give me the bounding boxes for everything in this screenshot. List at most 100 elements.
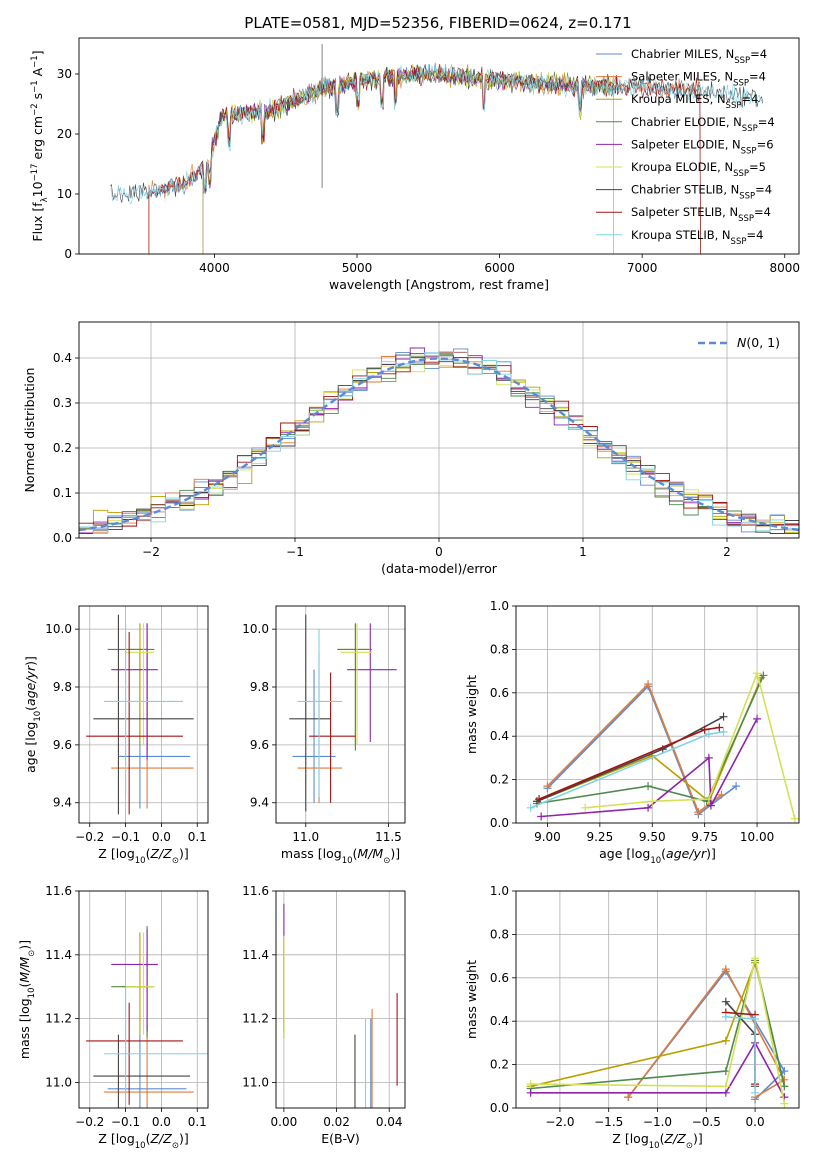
line-chabrier-elodie: [536, 675, 765, 805]
plot-area: [289, 614, 397, 812]
y-tick-label: 9.6: [250, 738, 269, 752]
plot-area: [86, 614, 194, 815]
legend-label-kroupa-elodie: Kroupa ELODIE, NSSP=5: [631, 160, 766, 179]
axes-frame: [275, 890, 406, 1109]
legend-label-salpeter-miles: Salpeter MILES, NSSP=4: [631, 70, 766, 89]
x-tick-label: 0.0: [152, 1115, 171, 1129]
legend-label-kroupa-miles: Kroupa MILES, NSSP=4: [631, 92, 758, 111]
x-axis-label: mass [log10(M/M⊙)]: [281, 846, 400, 866]
legend-label-salpeter-elodie: Salpeter ELODIE, NSSP=6: [631, 137, 774, 156]
y-tick-label: 0.2: [53, 441, 72, 455]
marker-kroupa-miles: [721, 1036, 730, 1045]
panel-spectrum: 4000 5000 6000 7000 8000 0 10 20 30 wavelength [A…: [30, 37, 800, 292]
y-tick-label: 9.8: [53, 680, 72, 694]
panel-age_vs_mass: 11.0 11.5 9.4 9.6 9.8 10.0 mass [log10(M/M⊙)]: [242, 605, 406, 866]
y-tick-label: 0.6: [490, 971, 509, 985]
axes-frame: [78, 605, 209, 824]
marker-chabrier-stelib: [721, 997, 730, 1006]
x-tick-label: 0.02: [323, 1115, 350, 1129]
x-axis-label: wavelength [Angstrom, rest frame]: [329, 277, 549, 292]
line-salpeter-miles: [546, 682, 722, 814]
y-axis-label: Normed distribution: [22, 368, 37, 493]
x-axis-label: E(B-V): [321, 1131, 360, 1146]
x-tick-label: 6000: [484, 261, 515, 275]
marker-salpeter-elodie: [644, 803, 653, 812]
x-axis-label: Z [log10(Z/Z⊙)]: [612, 1131, 702, 1151]
line-chabrier-elodie: [530, 960, 786, 1090]
spectrum-kroupa-stelib: [110, 63, 764, 205]
marker-salpeter-miles: [543, 782, 552, 791]
spectrum-chabrier-miles: [148, 62, 701, 254]
marker-kroupa-stelib: [526, 803, 535, 812]
marker-salpeter-miles: [717, 790, 726, 799]
x-tick-label: 2: [723, 545, 731, 559]
marker-kroupa-stelib: [751, 1088, 760, 1097]
y-tick-label: 0.4: [53, 351, 72, 365]
y-tick-label: 1.0: [490, 599, 509, 613]
marker-salpeter-miles: [644, 680, 653, 689]
x-tick-label: 8000: [769, 261, 800, 275]
panel-weight_vs_Z: −2.0 −1.5 −1.0 −0.5 0.0 0.0 0.2 0.4 0.6 0.8 1.0 Z […: [464, 884, 800, 1151]
plot-area: [526, 954, 789, 1108]
x-tick-label: 0.04: [376, 1115, 403, 1129]
marker-chabrier-stelib: [719, 712, 728, 721]
figure-title: PLATE=0581, MJD=52356, FIBERID=0624, z=0…: [244, 14, 631, 32]
y-tick-label: 11.6: [45, 884, 72, 898]
marker-chabrier-elodie: [759, 671, 768, 680]
y-tick-label: 0.0: [53, 531, 72, 545]
axes-frame: [78, 890, 209, 1109]
y-tick-label: 0.1: [53, 486, 72, 500]
y-tick-label: 0.6: [490, 686, 509, 700]
y-tick-label: 10: [57, 187, 72, 201]
marker-kroupa-elodie: [780, 1099, 789, 1108]
y-tick-label: 30: [57, 67, 72, 81]
x-tick-label: 9.50: [639, 830, 666, 844]
marker-salpeter-stelib: [700, 725, 709, 734]
panel-mass_vs_Z: −0.2 −0.1 0.0 0.1 11.0 11.2 11.4 11.6 Z [log10(Z…: [17, 884, 209, 1151]
marker-salpeter-elodie: [537, 812, 546, 821]
x-tick-label: 5000: [342, 261, 373, 275]
y-axis-label: mass [log10(M/M⊙)]: [17, 940, 37, 1059]
marker-salpeter-elodie: [704, 753, 713, 762]
marker-kroupa-stelib: [751, 1015, 760, 1024]
marker-kroupa-elodie: [581, 803, 590, 812]
marker-kroupa-elodie: [751, 954, 760, 963]
y-tick-label: 0: [64, 247, 72, 261]
legend-label-chabrier-miles: Chabrier MILES, NSSP=4: [631, 47, 767, 66]
y-tick-label: 1.0: [490, 884, 509, 898]
legend-label-normal: N(0, 1): [737, 335, 780, 350]
x-tick-label: −2: [142, 545, 160, 559]
x-tick-label: −0.2: [75, 1115, 104, 1129]
legend: N(0, 1): [698, 335, 780, 350]
y-tick-label: 0.3: [53, 396, 72, 410]
x-tick-label: −1: [286, 545, 304, 559]
marker-salpeter-miles: [624, 1093, 633, 1102]
y-axis-label: mass weight: [464, 675, 479, 754]
x-tick-label: 0.1: [188, 830, 207, 844]
marker-salpeter-miles: [694, 808, 703, 817]
normal-curve: [79, 357, 799, 532]
axes-frame: [515, 890, 800, 1109]
x-tick-label: −1.5: [594, 1115, 623, 1129]
spectrum-chabrier-stelib: [110, 64, 764, 203]
x-tick-label: 4000: [199, 261, 230, 275]
y-tick-label: 9.4: [250, 796, 269, 810]
x-tick-label: 10.00: [740, 830, 774, 844]
y-tick-label: 11.2: [242, 1012, 269, 1026]
marker-kroupa-elodie: [704, 795, 713, 804]
y-tick-label: 11.4: [242, 948, 269, 962]
x-tick-label: −0.2: [75, 830, 104, 844]
y-axis-label: mass weight: [464, 960, 479, 1039]
x-tick-label: 0.0: [152, 830, 171, 844]
marker-salpeter-elodie: [753, 714, 762, 723]
marker-salpeter-miles: [721, 965, 730, 974]
x-axis-label: (data-model)/error: [381, 561, 498, 576]
marker-salpeter-stelib: [535, 795, 544, 804]
y-tick-label: 0.0: [490, 816, 509, 830]
y-axis-label: Flux [fλ10−17 erg cm−2 s−1 A−1]: [30, 50, 50, 241]
x-axis-label: age [log10(age/yr)]: [599, 846, 716, 866]
y-tick-label: 0.2: [490, 1058, 509, 1072]
plot-area: [110, 44, 764, 254]
marker-kroupa-elodie: [648, 797, 657, 806]
